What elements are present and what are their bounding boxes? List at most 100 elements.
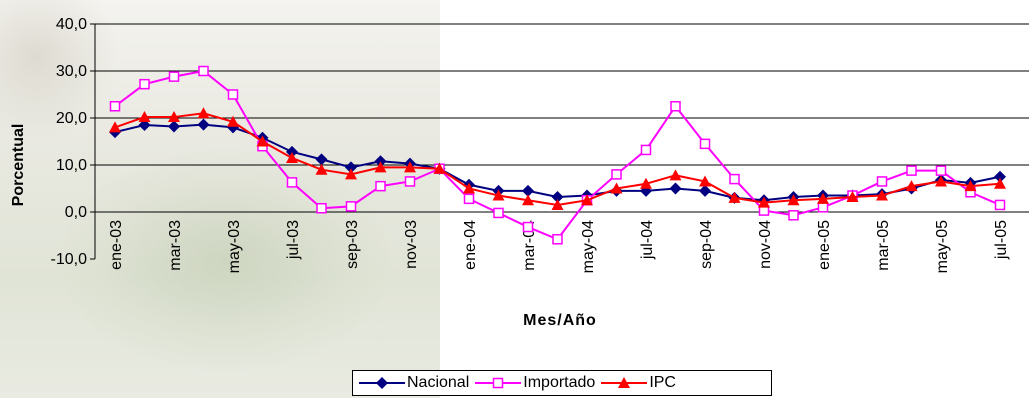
x-tick-label: nov-03 xyxy=(403,220,420,269)
data-point xyxy=(522,184,534,197)
x-tick-label: ene-04 xyxy=(462,220,479,270)
data-point xyxy=(906,165,917,176)
data-point xyxy=(197,118,210,131)
x-tick-label: ene-03 xyxy=(108,220,125,270)
data-point xyxy=(728,191,741,203)
data-point xyxy=(618,377,631,388)
legend-item: Nacional xyxy=(359,374,469,392)
data-point xyxy=(640,144,652,156)
data-point xyxy=(551,190,564,203)
data-point xyxy=(315,163,328,175)
data-point xyxy=(345,168,357,180)
y-tick-label: -10,0 xyxy=(51,251,88,268)
data-point xyxy=(611,169,622,180)
data-point xyxy=(197,107,210,119)
legend-label: Importado xyxy=(523,374,596,391)
data-point xyxy=(522,194,534,206)
data-point xyxy=(227,115,239,127)
data-point xyxy=(256,135,269,147)
data-point xyxy=(876,189,888,201)
x-tick-label: jul-04 xyxy=(639,220,656,260)
data-point xyxy=(492,189,505,201)
series-nacional xyxy=(109,118,1006,207)
legend-swatch xyxy=(475,377,522,389)
x-tick-label: mar-04 xyxy=(521,220,538,271)
y-tick-label: 0,0 xyxy=(65,204,87,221)
data-point xyxy=(787,194,800,206)
data-point xyxy=(610,182,623,194)
x-tick-labels: ene-03 mar-03 may-03 jul-03 sep-03 nov-03 ene-… xyxy=(108,220,1010,273)
data-point xyxy=(286,151,298,163)
data-point xyxy=(198,65,209,77)
y-tick-labels: -10,0 0,0 10,0 20,0 30,0 40,0 xyxy=(51,16,88,268)
data-point xyxy=(640,177,652,189)
series-layer xyxy=(109,65,1006,245)
background-photo xyxy=(0,0,440,398)
legend-item: Importado xyxy=(475,374,595,392)
data-point xyxy=(463,193,475,205)
legend-label: Nacional xyxy=(407,374,470,391)
data-point xyxy=(404,161,416,173)
data-point xyxy=(670,101,681,112)
data-point xyxy=(345,161,357,174)
data-point xyxy=(168,71,180,82)
legend-label: IPC xyxy=(649,374,676,391)
data-point xyxy=(552,234,563,245)
data-point xyxy=(905,180,918,192)
data-point xyxy=(493,377,504,389)
y-tick-label: 30,0 xyxy=(56,63,87,80)
data-point xyxy=(699,184,711,197)
data-point xyxy=(109,121,121,133)
data-point xyxy=(729,173,740,185)
series-line xyxy=(114,69,1001,241)
data-point xyxy=(168,120,180,133)
data-point xyxy=(876,176,888,187)
data-point xyxy=(227,89,239,100)
data-point xyxy=(846,190,859,202)
x-tick-label: nov-04 xyxy=(757,220,774,269)
data-point xyxy=(374,161,387,173)
data-point xyxy=(994,199,1006,211)
data-point xyxy=(404,176,416,187)
data-point xyxy=(669,182,682,195)
data-point xyxy=(168,111,180,123)
data-point xyxy=(758,196,770,208)
x-tick-label: mar-05 xyxy=(875,220,892,271)
data-point xyxy=(433,162,446,174)
data-point xyxy=(699,175,711,187)
data-point xyxy=(994,170,1006,183)
data-point xyxy=(463,182,475,194)
data-point xyxy=(375,180,386,192)
data-point xyxy=(109,101,121,112)
x-tick-label: may-04 xyxy=(580,220,597,273)
data-point xyxy=(994,177,1006,189)
x-tick-label: may-03 xyxy=(226,220,243,273)
data-point xyxy=(935,165,947,176)
x-tick-label: ene-05 xyxy=(816,220,833,270)
legend-item: IPC xyxy=(601,374,676,392)
x-tick-label: mar-03 xyxy=(167,220,184,271)
data-point xyxy=(286,145,298,158)
data-point xyxy=(581,194,593,206)
data-point xyxy=(316,202,327,214)
x-tick-label: jul-05 xyxy=(993,220,1010,260)
data-point xyxy=(935,175,947,187)
data-point xyxy=(522,221,534,233)
data-point xyxy=(139,78,150,90)
y-tick-label: 40,0 xyxy=(56,16,87,33)
x-tick-label: sep-04 xyxy=(698,220,715,269)
axes xyxy=(94,24,1029,259)
data-point xyxy=(315,153,328,166)
data-point xyxy=(551,198,564,210)
legend: Nacional Importado IPC xyxy=(352,370,772,396)
data-point xyxy=(376,377,388,389)
y-axis-label: Porcentual xyxy=(10,124,27,207)
data-point xyxy=(817,202,829,213)
x-tick-label: jul-03 xyxy=(285,220,302,260)
x-axis-label: Mes/Año xyxy=(523,312,597,329)
legend-swatch xyxy=(359,377,405,389)
y-tick-label: 10,0 xyxy=(56,157,87,174)
x-tick-label: sep-03 xyxy=(344,220,361,269)
data-point xyxy=(669,169,682,181)
